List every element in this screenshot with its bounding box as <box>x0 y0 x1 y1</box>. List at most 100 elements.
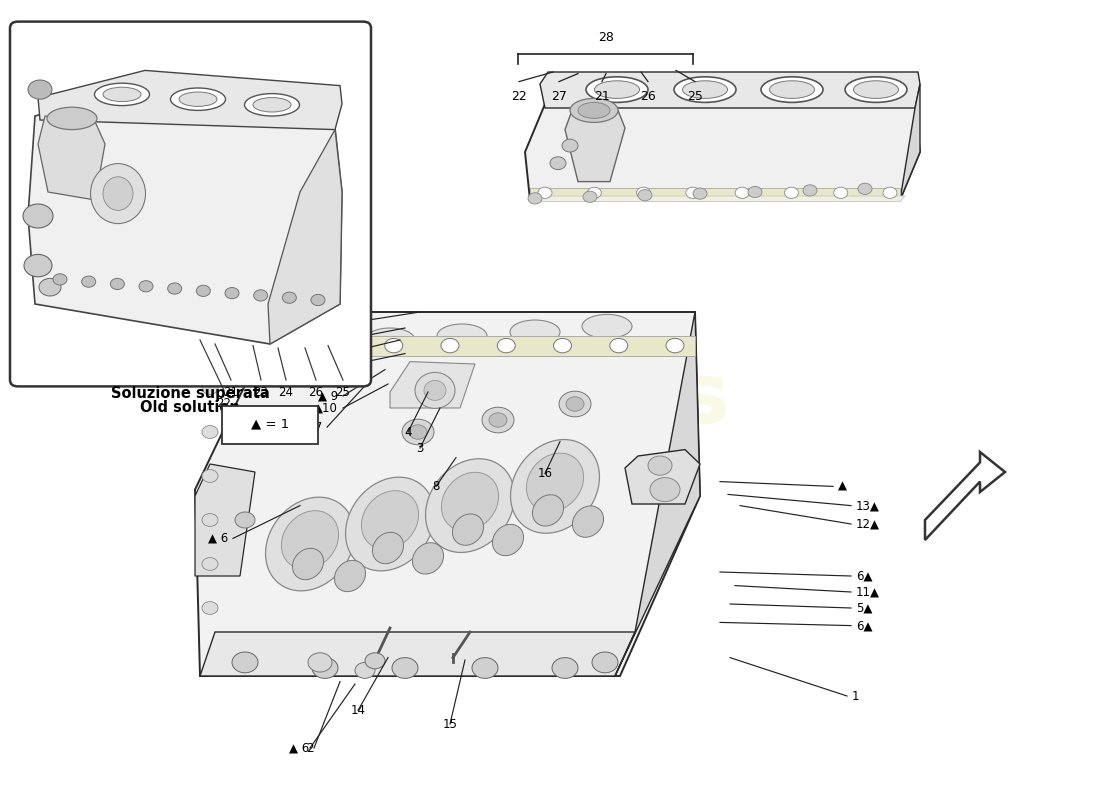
Ellipse shape <box>594 81 639 98</box>
Ellipse shape <box>293 332 343 356</box>
Ellipse shape <box>845 77 908 102</box>
Text: ▲ 6: ▲ 6 <box>208 532 228 545</box>
Text: ▲ 7: ▲ 7 <box>301 421 322 434</box>
Ellipse shape <box>761 77 823 102</box>
Circle shape <box>24 254 52 277</box>
Ellipse shape <box>437 324 487 348</box>
Text: 27: 27 <box>551 90 566 102</box>
Circle shape <box>196 286 210 297</box>
Circle shape <box>365 653 385 669</box>
Circle shape <box>566 397 584 411</box>
Polygon shape <box>615 312 700 676</box>
Polygon shape <box>28 88 342 344</box>
Text: 25: 25 <box>336 386 351 399</box>
Circle shape <box>693 188 707 199</box>
Ellipse shape <box>412 542 443 574</box>
Circle shape <box>409 425 427 439</box>
Ellipse shape <box>293 548 323 580</box>
Circle shape <box>803 185 817 196</box>
Circle shape <box>139 281 153 292</box>
Polygon shape <box>925 452 1005 540</box>
Circle shape <box>562 139 578 152</box>
Circle shape <box>226 287 239 298</box>
Circle shape <box>650 478 680 502</box>
Ellipse shape <box>334 560 365 592</box>
Ellipse shape <box>170 88 226 110</box>
Polygon shape <box>565 110 625 182</box>
Text: 26: 26 <box>308 386 323 399</box>
Polygon shape <box>900 84 920 200</box>
Circle shape <box>81 276 96 287</box>
Circle shape <box>329 338 346 353</box>
Ellipse shape <box>493 524 524 556</box>
Ellipse shape <box>282 510 339 570</box>
Ellipse shape <box>570 98 618 122</box>
Circle shape <box>308 653 332 672</box>
Circle shape <box>538 187 552 198</box>
Text: 19: 19 <box>323 334 338 346</box>
Ellipse shape <box>95 83 150 106</box>
Circle shape <box>385 338 403 353</box>
Text: 6▲: 6▲ <box>856 619 872 632</box>
Circle shape <box>609 338 628 353</box>
Circle shape <box>490 413 507 427</box>
Text: ▲ 6: ▲ 6 <box>288 742 309 754</box>
Circle shape <box>583 191 597 202</box>
Circle shape <box>883 187 896 198</box>
Ellipse shape <box>362 490 419 550</box>
Text: 14: 14 <box>351 704 365 717</box>
Text: 16: 16 <box>538 467 552 480</box>
Text: 4: 4 <box>405 426 411 438</box>
Ellipse shape <box>527 453 584 512</box>
Polygon shape <box>195 312 700 676</box>
Text: 18: 18 <box>323 360 338 373</box>
Text: 24: 24 <box>278 386 294 399</box>
Ellipse shape <box>582 314 632 338</box>
Ellipse shape <box>90 164 145 223</box>
Circle shape <box>202 426 218 438</box>
Polygon shape <box>205 336 695 356</box>
Text: ▲10: ▲10 <box>315 402 338 414</box>
Circle shape <box>402 419 434 445</box>
Circle shape <box>638 190 652 201</box>
Polygon shape <box>39 116 104 200</box>
Ellipse shape <box>674 77 736 102</box>
Circle shape <box>28 80 52 99</box>
Ellipse shape <box>510 439 600 534</box>
Ellipse shape <box>532 494 563 526</box>
Polygon shape <box>525 104 920 200</box>
Ellipse shape <box>510 320 560 344</box>
Circle shape <box>283 292 296 303</box>
Circle shape <box>202 602 218 614</box>
Ellipse shape <box>682 81 727 98</box>
Ellipse shape <box>770 81 814 98</box>
Circle shape <box>648 456 672 475</box>
Text: 26: 26 <box>640 90 656 102</box>
Circle shape <box>441 338 459 353</box>
Ellipse shape <box>244 94 299 116</box>
Circle shape <box>39 278 60 296</box>
Text: 6▲: 6▲ <box>856 570 872 582</box>
Circle shape <box>550 157 566 170</box>
Polygon shape <box>200 632 635 676</box>
Polygon shape <box>39 70 342 130</box>
Ellipse shape <box>365 328 415 352</box>
Ellipse shape <box>441 472 498 531</box>
Circle shape <box>311 294 324 306</box>
Text: 22: 22 <box>217 397 231 410</box>
Ellipse shape <box>179 92 217 106</box>
Ellipse shape <box>572 506 604 538</box>
Circle shape <box>392 658 418 678</box>
Ellipse shape <box>47 107 97 130</box>
Text: a parts store since 1995: a parts store since 1995 <box>398 468 702 492</box>
Ellipse shape <box>103 87 141 102</box>
Text: 25: 25 <box>688 90 703 102</box>
Polygon shape <box>530 196 905 202</box>
Polygon shape <box>268 130 342 344</box>
Ellipse shape <box>424 380 446 400</box>
Circle shape <box>232 652 258 673</box>
Ellipse shape <box>415 372 455 408</box>
Text: 12▲: 12▲ <box>856 518 880 530</box>
Circle shape <box>592 652 618 673</box>
Circle shape <box>202 382 218 394</box>
